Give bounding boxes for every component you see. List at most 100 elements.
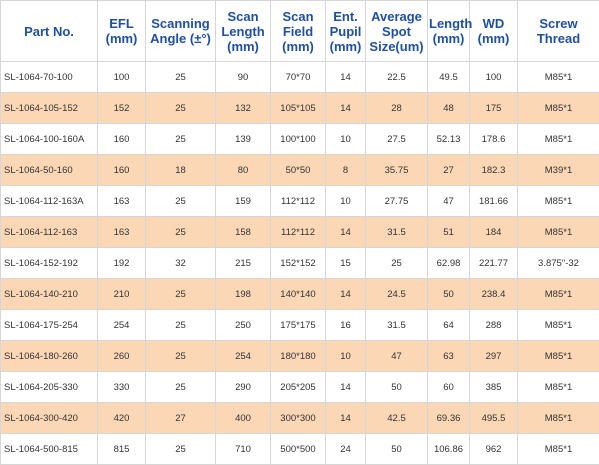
header-line: Average [367, 9, 426, 24]
cell-wd: 238.4 [470, 279, 518, 310]
cell-part-no: SL-1064-500-815 [1, 434, 98, 465]
cell-scan-length: 215 [216, 248, 271, 279]
cell-efl: 160 [98, 124, 146, 155]
cell-length: 63 [428, 341, 470, 372]
cell-efl: 254 [98, 310, 146, 341]
cell-ent-pupil: 14 [326, 93, 366, 124]
cell-part-no: SL-1064-100-160A [1, 124, 98, 155]
cell-screw-thread: M85*1 [518, 124, 599, 155]
cell-scan-field: 70*70 [271, 62, 326, 93]
cell-wd: 385 [470, 372, 518, 403]
cell-scanning-angle: 18 [146, 155, 216, 186]
cell-scanning-angle: 25 [146, 310, 216, 341]
header-part-no: Part No. [1, 1, 98, 62]
cell-average-spot-size: 27.5 [366, 124, 428, 155]
header-line: (mm) [272, 39, 324, 54]
cell-ent-pupil: 14 [326, 279, 366, 310]
cell-length: 106.86 [428, 434, 470, 465]
cell-efl: 330 [98, 372, 146, 403]
header-line: Angle (±°) [147, 31, 214, 46]
cell-scan-field: 105*105 [271, 93, 326, 124]
cell-scan-length: 159 [216, 186, 271, 217]
cell-efl: 260 [98, 341, 146, 372]
cell-scanning-angle: 25 [146, 62, 216, 93]
cell-ent-pupil: 10 [326, 341, 366, 372]
cell-average-spot-size: 50 [366, 372, 428, 403]
cell-part-no: SL-1064-180-260 [1, 341, 98, 372]
header-line: Field [272, 24, 324, 39]
cell-average-spot-size: 47 [366, 341, 428, 372]
cell-ent-pupil: 10 [326, 186, 366, 217]
header-line: (mm) [471, 31, 516, 46]
cell-screw-thread: M85*1 [518, 217, 599, 248]
cell-screw-thread: M85*1 [518, 186, 599, 217]
cell-scan-length: 139 [216, 124, 271, 155]
cell-scanning-angle: 25 [146, 434, 216, 465]
cell-efl: 160 [98, 155, 146, 186]
cell-scan-field: 152*152 [271, 248, 326, 279]
cell-ent-pupil: 14 [326, 217, 366, 248]
cell-length: 48 [428, 93, 470, 124]
cell-scan-field: 180*180 [271, 341, 326, 372]
cell-screw-thread: M85*1 [518, 403, 599, 434]
cell-average-spot-size: 31.5 [366, 310, 428, 341]
cell-ent-pupil: 14 [326, 403, 366, 434]
cell-screw-thread: M85*1 [518, 341, 599, 372]
cell-scan-field: 100*100 [271, 124, 326, 155]
cell-length: 27 [428, 155, 470, 186]
cell-scanning-angle: 25 [146, 93, 216, 124]
cell-wd: 962 [470, 434, 518, 465]
cell-average-spot-size: 50 [366, 434, 428, 465]
cell-wd: 100 [470, 62, 518, 93]
header-line: Spot [367, 24, 426, 39]
cell-ent-pupil: 15 [326, 248, 366, 279]
cell-length: 49.5 [428, 62, 470, 93]
cell-wd: 178.6 [470, 124, 518, 155]
cell-ent-pupil: 10 [326, 124, 366, 155]
cell-ent-pupil: 14 [326, 372, 366, 403]
cell-length: 51 [428, 217, 470, 248]
cell-length: 50 [428, 279, 470, 310]
cell-scan-field: 50*50 [271, 155, 326, 186]
cell-efl: 210 [98, 279, 146, 310]
cell-part-no: SL-1064-105-152 [1, 93, 98, 124]
cell-average-spot-size: 25 [366, 248, 428, 279]
cell-scan-length: 254 [216, 341, 271, 372]
cell-screw-thread: M85*1 [518, 372, 599, 403]
cell-scan-field: 140*140 [271, 279, 326, 310]
cell-scan-field: 112*112 [271, 217, 326, 248]
header-line: Screw [519, 16, 598, 31]
cell-length: 52.13 [428, 124, 470, 155]
cell-efl: 100 [98, 62, 146, 93]
cell-ent-pupil: 14 [326, 62, 366, 93]
cell-length: 64 [428, 310, 470, 341]
cell-scan-field: 500*500 [271, 434, 326, 465]
cell-scan-field: 112*112 [271, 186, 326, 217]
header-line: (mm) [429, 31, 468, 46]
cell-scan-field: 205*205 [271, 372, 326, 403]
cell-scanning-angle: 25 [146, 186, 216, 217]
cell-scan-length: 198 [216, 279, 271, 310]
cell-length: 60 [428, 372, 470, 403]
cell-scan-length: 400 [216, 403, 271, 434]
cell-length: 47 [428, 186, 470, 217]
cell-scanning-angle: 25 [146, 372, 216, 403]
cell-screw-thread: M85*1 [518, 93, 599, 124]
cell-scanning-angle: 25 [146, 217, 216, 248]
cell-wd: 495.5 [470, 403, 518, 434]
cell-wd: 288 [470, 310, 518, 341]
cell-part-no: SL-1064-300-420 [1, 403, 98, 434]
cell-screw-thread: 3.875"-32 [518, 248, 599, 279]
